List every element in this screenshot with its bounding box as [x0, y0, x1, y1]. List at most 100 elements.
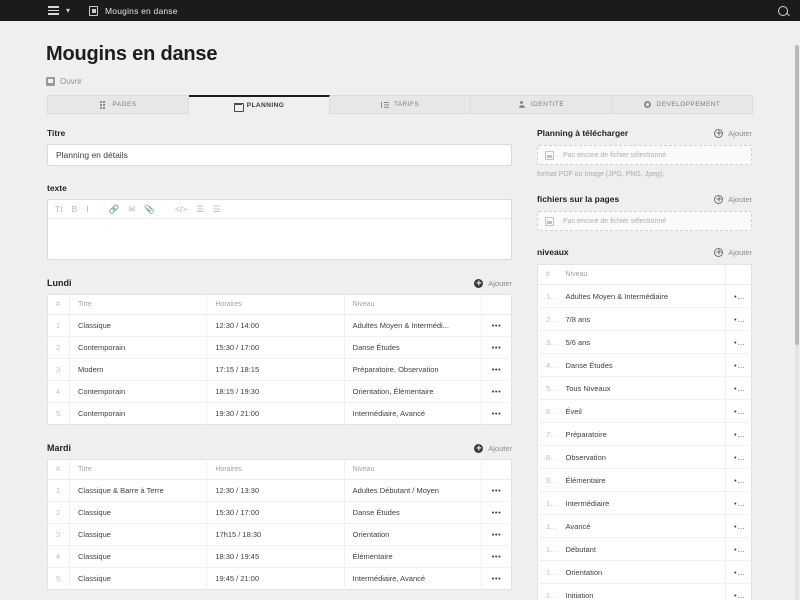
row-actions-menu[interactable]: ••• [725, 353, 752, 377]
row-num: 4 [47, 380, 70, 403]
row-num: 2 [537, 307, 558, 331]
row-niveau: Intermédiaire, Avancé [343, 402, 482, 425]
font-size-icon[interactable]: Tt [55, 203, 63, 214]
row-niveau: Adultes Moyen & Intermédi... [343, 314, 482, 337]
row-actions-menu[interactable]: ••• [481, 479, 512, 502]
row-actions-menu[interactable]: ••• [725, 583, 752, 600]
day-title-mardi: Mardi [47, 443, 72, 453]
page-files-title: fichiers sur la pages [537, 194, 620, 204]
row-actions-menu[interactable]: ••• [481, 567, 512, 590]
levels-row[interactable]: 14 Initiation ••• [537, 583, 752, 600]
row-niveau: Intermédiaire, Avancé [343, 567, 482, 590]
attachment-icon[interactable]: 📎 [144, 203, 155, 214]
row-titre: Classique [68, 545, 207, 568]
row-actions-menu[interactable]: ••• [725, 284, 752, 308]
row-actions-menu[interactable]: ••• [481, 545, 512, 568]
row-actions-menu[interactable]: ••• [725, 537, 752, 561]
row-niveau: Débutant [557, 537, 726, 561]
row-actions-menu[interactable]: ••• [725, 445, 752, 469]
row-num: 13 [537, 560, 558, 584]
row-num: 7 [537, 422, 558, 446]
row-actions-menu[interactable]: ••• [481, 523, 512, 546]
row-num: 14 [537, 583, 558, 600]
levels-row[interactable]: 4 Danse Études ••• [537, 353, 752, 377]
planning-download-header: Planning à télécharger Ajouter [537, 128, 752, 138]
levels-row[interactable]: 13 Orientation ••• [537, 560, 752, 584]
search-icon[interactable] [776, 4, 790, 18]
table-row[interactable]: 1 Classique 12:30 / 14:00 Adultes Moyen … [47, 314, 512, 337]
ordered-list-icon[interactable]: ☰ [196, 203, 204, 214]
add-course-mardi-button[interactable]: Ajouter [474, 443, 512, 453]
levels-row[interactable]: 5 Tous Niveaux ••• [537, 376, 752, 400]
levels-row[interactable]: 9 Élémentaire ••• [537, 468, 752, 492]
row-num: 9 [537, 468, 558, 492]
tab-identite[interactable]: IDENTITÉ [471, 95, 612, 114]
bullet-list-icon[interactable]: ☰ [212, 203, 221, 214]
add-level-button[interactable]: Ajouter [714, 247, 752, 257]
row-actions-menu[interactable]: ••• [725, 330, 752, 354]
add-course-lundi-button[interactable]: Ajouter [474, 278, 512, 288]
row-actions-menu[interactable]: ••• [481, 501, 512, 524]
row-actions-menu[interactable]: ••• [481, 402, 512, 425]
row-actions-menu[interactable]: ••• [725, 399, 752, 423]
tab-pages[interactable]: PAGES [47, 95, 189, 114]
table-row[interactable]: 3 Modern 17:15 / 18:15 Préparatoire, Obs… [47, 358, 512, 381]
italic-icon[interactable]: I [86, 203, 89, 214]
levels-row[interactable]: 10 Intermédiaire ••• [537, 491, 752, 515]
add-planning-file-button[interactable]: Ajouter [714, 128, 752, 138]
tab-developpement[interactable]: DEVELOPPEMENT [612, 95, 753, 114]
gear-icon [644, 101, 652, 109]
link-icon[interactable]: 🔗 [108, 203, 120, 214]
row-titre: Contemporain [68, 380, 207, 403]
levels-row[interactable]: 2 7/8 ans ••• [537, 307, 752, 331]
table-row[interactable]: 3 Classique 17h15 / 18:30 Orientation ••… [47, 523, 512, 546]
editor-content[interactable] [48, 219, 511, 259]
levels-row[interactable]: 1 Adultes Moyen & Intermédiaire ••• [537, 284, 752, 308]
levels-table: # Niveau 1 Adultes Moyen & Intermédiaire •… [537, 264, 752, 600]
levels-row[interactable]: 3 5/6 ans ••• [537, 330, 752, 354]
row-actions-menu[interactable]: ••• [481, 380, 512, 403]
row-actions-menu[interactable]: ••• [725, 422, 752, 446]
levels-row[interactable]: 6 Éveil ••• [537, 399, 752, 423]
row-niveau: Préparatoire [557, 422, 726, 446]
table-row[interactable]: 5 Contemporain 19:30 / 21:00 Intermédiai… [48, 402, 512, 425]
tab-planning[interactable]: PLANNING [189, 95, 330, 114]
page-body: Mougins en danse Ouvrir PAGES PLANNING T… [0, 21, 800, 600]
table-row[interactable]: 5 Classique 19:45 / 21:00 Intermédiaire,… [48, 567, 512, 590]
levels-row[interactable]: 8 Observation ••• [537, 445, 752, 469]
row-actions-menu[interactable]: ••• [481, 336, 512, 359]
table-row[interactable]: 1 Classique & Barre à Terre 12:30 / 13:3… [47, 479, 512, 502]
row-actions-menu[interactable]: ••• [725, 514, 752, 538]
row-actions-menu[interactable]: ••• [481, 358, 512, 381]
vertical-scrollbar[interactable] [795, 45, 799, 600]
table-row[interactable]: 4 Classique 18:30 / 19:45 Élémentaire ••… [47, 545, 512, 568]
open-site-link[interactable]: Ouvrir [46, 77, 800, 86]
levels-row[interactable]: 12 Débutant ••• [537, 537, 752, 561]
chevron-down-icon[interactable]: ▾ [66, 5, 71, 15]
scrollbar-thumb[interactable] [795, 45, 799, 345]
levels-row[interactable]: 7 Préparatoire ••• [537, 422, 752, 446]
hamburger-icon[interactable] [48, 6, 59, 15]
mail-icon[interactable]: ✉ [128, 203, 136, 214]
bold-icon[interactable]: B [71, 203, 78, 214]
row-actions-menu[interactable]: ••• [725, 491, 752, 515]
code-icon[interactable]: </> [174, 203, 188, 214]
table-row[interactable]: 4 Contemporain 18:15 / 19:30 Orientation… [47, 380, 512, 403]
title-input[interactable] [47, 144, 512, 166]
row-actions-menu[interactable]: ••• [725, 376, 752, 400]
schedule-table-mardi: # Titre Horaires Niveau 1 Classique & Ba… [47, 459, 512, 590]
levels-row[interactable]: 11 Avancé ••• [537, 514, 752, 538]
tab-tarifs[interactable]: TARIFS [330, 95, 471, 114]
document-icon [89, 5, 99, 16]
planning-file-dropzone[interactable]: Pas encore de fichier sélectionné [537, 145, 752, 165]
rich-text-editor[interactable]: Tt B I 🔗 ✉ 📎 </> ☰ ☰ [47, 199, 512, 260]
page-files-dropzone[interactable]: Pas encore de fichier sélectionné [537, 211, 752, 231]
row-actions-menu[interactable]: ••• [725, 307, 752, 331]
add-page-file-button[interactable]: Ajouter [714, 194, 752, 204]
row-horaires: 15:30 / 17:00 [206, 501, 345, 524]
table-row[interactable]: 2 Contemporain 15:30 / 17:00 Danse Étude… [47, 336, 512, 359]
row-actions-menu[interactable]: ••• [725, 560, 752, 584]
row-actions-menu[interactable]: ••• [725, 468, 752, 492]
row-actions-menu[interactable]: ••• [481, 314, 512, 337]
table-row[interactable]: 2 Classique 15:30 / 17:00 Danse Études •… [47, 501, 512, 524]
